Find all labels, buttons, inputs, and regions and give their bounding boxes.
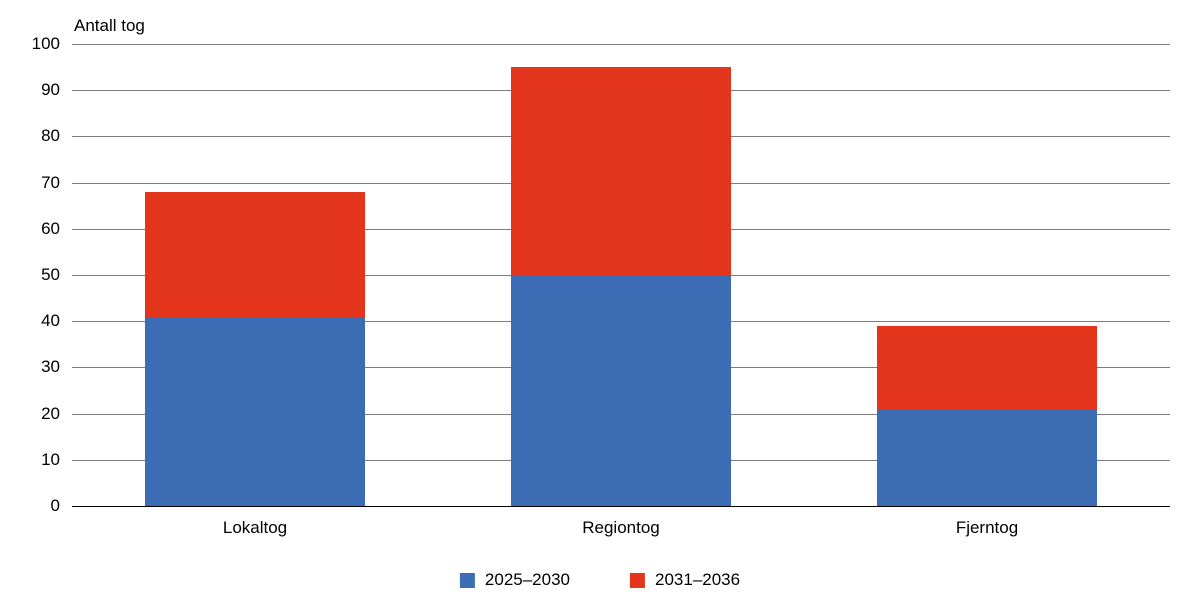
y-tick-label: 50 <box>0 265 60 285</box>
y-axis-title: Antall tog <box>74 16 145 36</box>
y-tick-label: 100 <box>0 34 60 54</box>
bar-segment <box>877 409 1097 506</box>
bar-segment <box>511 67 731 275</box>
legend-item: 2031–2036 <box>630 570 740 590</box>
stacked-bar-chart: Antall tog 2025–2030 2031–2036 0 10 20 30 40 5… <box>0 0 1200 604</box>
x-tick-label: Lokaltog <box>223 518 287 538</box>
bar-segment <box>877 326 1097 409</box>
gridline <box>72 506 1170 507</box>
y-tick-label: 0 <box>0 496 60 516</box>
legend-swatch <box>630 573 645 588</box>
x-tick-label: Fjerntog <box>956 518 1018 538</box>
y-tick-label: 90 <box>0 80 60 100</box>
y-tick-label: 70 <box>0 173 60 193</box>
legend-swatch <box>460 573 475 588</box>
y-tick-label: 40 <box>0 311 60 331</box>
legend-label: 2025–2030 <box>485 570 570 590</box>
y-tick-label: 20 <box>0 404 60 424</box>
x-tick-label: Regiontog <box>582 518 660 538</box>
gridline <box>72 44 1170 45</box>
y-tick-label: 60 <box>0 219 60 239</box>
plot-area <box>72 44 1170 506</box>
y-tick-label: 10 <box>0 450 60 470</box>
bar-segment <box>145 192 365 317</box>
legend: 2025–2030 2031–2036 <box>460 570 740 590</box>
bar-segment <box>511 275 731 506</box>
legend-item: 2025–2030 <box>460 570 570 590</box>
legend-label: 2031–2036 <box>655 570 740 590</box>
bar-segment <box>145 317 365 506</box>
y-tick-label: 80 <box>0 126 60 146</box>
y-tick-label: 30 <box>0 357 60 377</box>
